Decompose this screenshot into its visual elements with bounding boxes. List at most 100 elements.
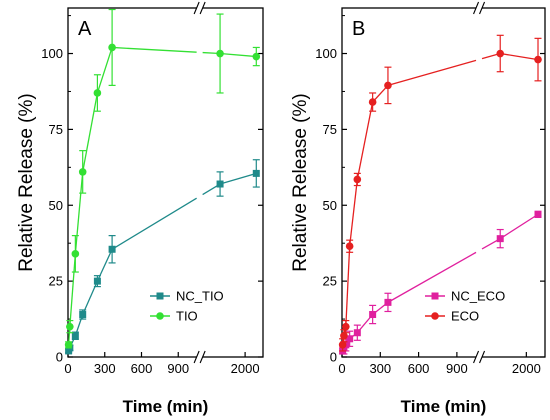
legend-label: NC_ECO <box>451 289 505 304</box>
plot-frame <box>341 7 546 358</box>
data-point <box>353 329 361 337</box>
panel-letter: B <box>352 18 365 40</box>
axis-break-gap <box>196 355 203 359</box>
data-point <box>384 81 392 90</box>
x-tick-label: 300 <box>94 361 116 376</box>
series-line-segment <box>96 47 113 94</box>
axis-break-mark <box>193 350 200 364</box>
data-point <box>346 335 354 343</box>
x-tick-label: 900 <box>446 361 468 376</box>
data-point <box>216 180 224 188</box>
series-line-segment <box>69 253 76 327</box>
axis-break-mark <box>479 1 486 15</box>
data-point <box>93 277 101 285</box>
axis-break-mark <box>473 350 480 364</box>
series-line-segment <box>111 197 197 250</box>
data-point <box>64 341 73 349</box>
data-point <box>79 311 87 319</box>
data-point <box>340 331 348 340</box>
series-line-segment <box>74 171 84 254</box>
y-tick-label: 50 <box>49 198 63 213</box>
y-tick-label: 75 <box>49 122 63 137</box>
series-nc-eco <box>339 210 542 355</box>
axis-break-mark <box>199 1 206 15</box>
y-tick-label: 0 <box>330 350 337 365</box>
legend: NC_TIO TIO <box>150 289 224 324</box>
data-point <box>66 322 74 331</box>
data-point <box>368 98 377 106</box>
data-point <box>71 332 79 340</box>
data-point <box>345 242 354 251</box>
y-tick-label: 25 <box>49 274 63 289</box>
axis-break-mark <box>479 350 486 364</box>
x-tick-label: 2000 <box>231 361 260 376</box>
data-point <box>108 43 116 52</box>
data-point <box>108 245 116 253</box>
axis-break-mark <box>473 1 480 15</box>
data-point <box>353 175 362 184</box>
data-point <box>252 52 261 61</box>
x-tick-label: 2000 <box>512 361 541 376</box>
series-line-segment <box>499 213 539 240</box>
axis-break-mark <box>193 1 200 15</box>
series-nc-tio <box>65 159 260 355</box>
x-tick-label: 0 <box>338 361 345 376</box>
axis-break-gap <box>476 6 483 10</box>
legend-label: ECO <box>451 309 479 324</box>
data-point <box>338 341 347 349</box>
series-line-segment <box>356 101 374 180</box>
y-tick-label: 100 <box>315 46 337 61</box>
series-line-segment <box>500 52 539 61</box>
series-line-segment <box>96 248 113 282</box>
series-line-segment <box>387 59 477 87</box>
series-line-segment <box>349 179 358 247</box>
series-line-segment <box>219 172 257 185</box>
axis-break-gap <box>196 6 203 10</box>
legend-marker <box>156 292 164 300</box>
x-axis-label: Time (min) <box>401 397 487 416</box>
series-line-segment <box>112 46 197 53</box>
plot-frame <box>67 7 264 358</box>
y-axis-label: Relative Release (%) <box>290 93 311 271</box>
y-tick-label: 50 <box>323 198 337 213</box>
data-point <box>534 210 542 218</box>
legend-label: NC_TIO <box>176 289 224 304</box>
data-point <box>78 168 87 176</box>
series-line-segment <box>345 246 351 327</box>
axis-break-gap <box>476 355 483 359</box>
axis-break-mark <box>199 350 206 364</box>
legend-marker <box>431 292 439 300</box>
legend: NC_ECO ECO <box>425 289 505 324</box>
y-tick-label: 100 <box>41 46 63 61</box>
panel-letter: A <box>78 18 92 40</box>
y-tick-label: 25 <box>323 274 337 289</box>
data-point <box>342 322 350 331</box>
series-eco <box>338 34 542 352</box>
data-point <box>71 250 80 258</box>
legend-marker <box>156 312 164 320</box>
series-line-segment <box>387 251 477 303</box>
x-axis-label: Time (min) <box>123 397 209 416</box>
data-point <box>93 89 102 97</box>
data-point <box>216 49 224 58</box>
panel-a-chart: 0 25 50 75 100 0 300 600 900 2000 Time (min) Relati… <box>16 1 264 416</box>
data-point <box>252 169 260 177</box>
series-line-segment <box>220 52 257 58</box>
x-tick-label: 900 <box>167 361 189 376</box>
y-axis-label: Relative Release (%) <box>16 93 37 271</box>
panel-b-chart: 0 25 50 75 100 0 300 600 900 2000 Time (min) Relati… <box>290 1 546 416</box>
data-point <box>534 55 542 64</box>
data-point <box>384 298 392 306</box>
y-tick-label: 75 <box>323 122 337 137</box>
x-tick-label: 0 <box>64 361 71 376</box>
x-tick-label: 300 <box>369 361 391 376</box>
series-line-segment <box>82 92 99 172</box>
x-tick-label: 600 <box>131 361 153 376</box>
x-tick-label: 600 <box>408 361 430 376</box>
y-tick-label: 0 <box>56 350 63 365</box>
data-point <box>369 311 377 319</box>
series-tio <box>64 8 261 349</box>
data-point <box>496 235 504 243</box>
legend-marker <box>431 312 439 320</box>
